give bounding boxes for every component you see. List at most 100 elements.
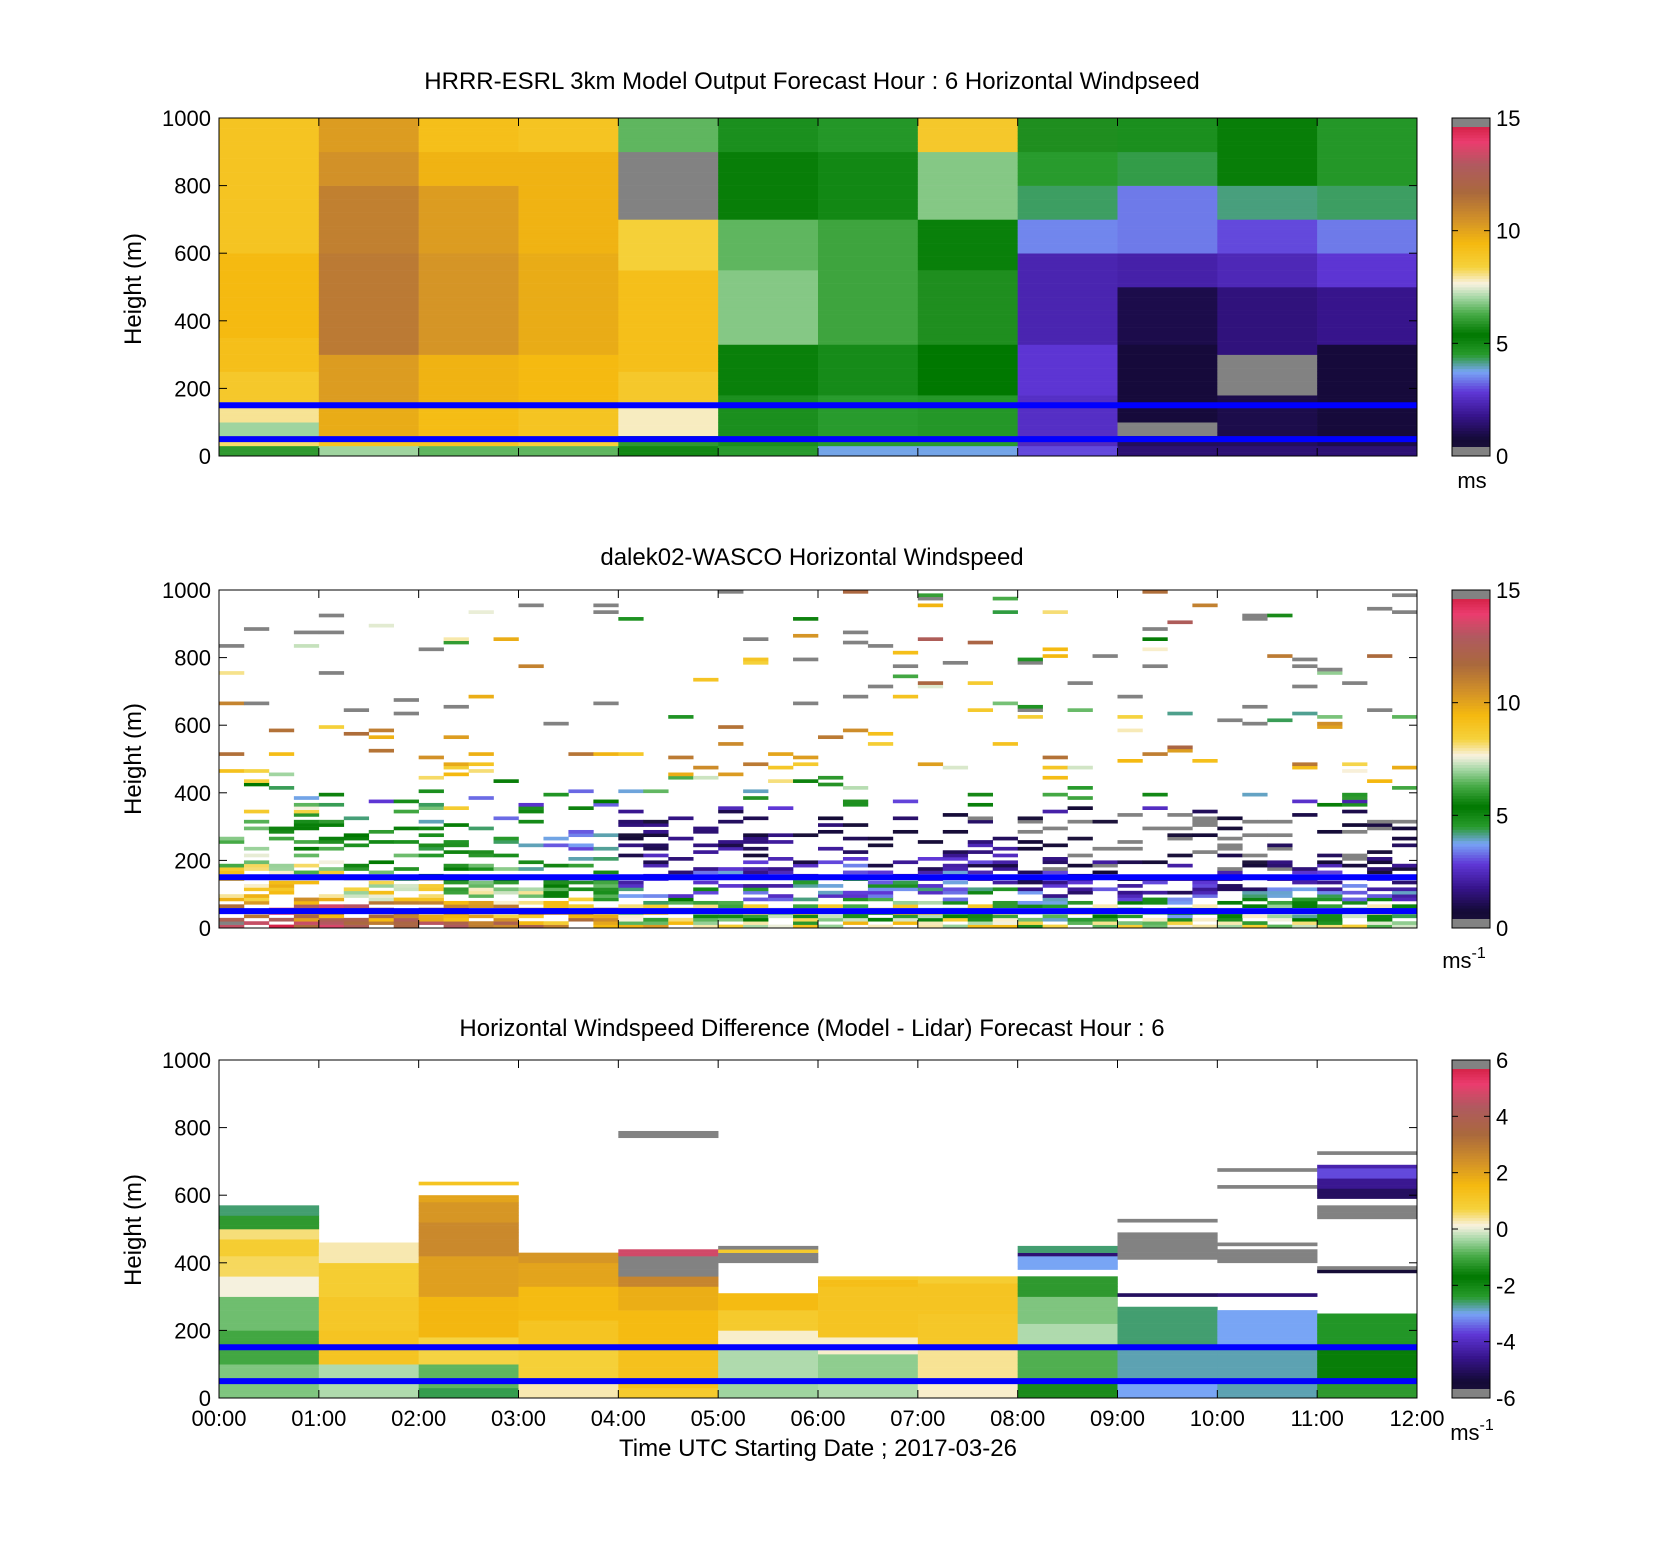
- colorbar-segment: [1452, 346, 1490, 350]
- heatmap-cell: [1317, 395, 1418, 399]
- heatmap-cell: [1092, 863, 1118, 868]
- heatmap-cell: [1067, 900, 1093, 905]
- heatmap-cell: [1017, 921, 1043, 925]
- heatmap-cell: [618, 324, 719, 328]
- heatmap-cell: [1267, 924, 1293, 929]
- heatmap-cell: [1317, 172, 1418, 176]
- heatmap-cell: [718, 432, 819, 437]
- heatmap-cell: [718, 256, 819, 261]
- heatmap-cell: [219, 381, 320, 386]
- heatmap-cell: [1217, 347, 1318, 352]
- heatmap-cell: [219, 303, 320, 308]
- heatmap-cell: [518, 151, 619, 156]
- heatmap-cell: [1017, 303, 1118, 308]
- colorbar-segment: [1452, 410, 1490, 415]
- heatmap-cell: [892, 904, 919, 909]
- heatmap-cell: [718, 155, 819, 159]
- heatmap-cell: [1367, 897, 1393, 902]
- heatmap-cell: [793, 617, 819, 621]
- heatmap-cell: [1117, 297, 1218, 301]
- heatmap-cell: [643, 924, 669, 929]
- heatmap-cell: [818, 914, 844, 919]
- heatmap-cell: [917, 293, 1018, 298]
- heatmap-cell: [219, 1208, 320, 1213]
- heatmap-cell: [1117, 178, 1218, 183]
- heatmap-cell: [1042, 765, 1068, 770]
- colorbar-segment: [1452, 1302, 1490, 1306]
- heatmap-cell: [1117, 1330, 1218, 1335]
- colorbar-over-cap: [1452, 590, 1490, 599]
- heatmap-cell: [293, 809, 320, 814]
- heatmap-cell: [318, 819, 345, 824]
- heatmap-cell: [1017, 1276, 1118, 1280]
- heatmap-cell: [942, 813, 969, 817]
- heatmap-cell: [418, 330, 519, 335]
- heatmap-cell: [818, 1320, 919, 1324]
- heatmap-cell: [917, 290, 1018, 295]
- heatmap-cell: [368, 880, 395, 885]
- heatmap-cell: [1067, 880, 1093, 885]
- heatmap-cell: [618, 395, 719, 399]
- heatmap-cell: [1017, 124, 1118, 129]
- heatmap-cell: [318, 1299, 419, 1304]
- heatmap-cell: [1017, 887, 1043, 892]
- heatmap-cell: [219, 239, 320, 244]
- heatmap-cell: [917, 1327, 1018, 1331]
- heatmap-cell: [917, 445, 1018, 450]
- heatmap-cell: [1017, 148, 1118, 153]
- colorbar-segment: [1452, 1265, 1490, 1269]
- colorbar-segment: [1452, 1110, 1490, 1114]
- colorbar-segment: [1452, 1352, 1490, 1357]
- heatmap-cell: [1117, 1320, 1218, 1324]
- heatmap-cell: [618, 209, 719, 213]
- heatmap-cell: [1267, 863, 1293, 868]
- heatmap-cell: [818, 148, 919, 153]
- heatmap-cell: [1217, 900, 1243, 905]
- heatmap-cell: [917, 684, 944, 689]
- heatmap-cell: [219, 256, 320, 261]
- heatmap-cell: [518, 219, 619, 224]
- heatmap-cell: [917, 175, 1018, 180]
- heatmap-cell: [1017, 121, 1118, 126]
- heatmap-cell: [1217, 1374, 1318, 1379]
- heatmap-cell: [418, 259, 519, 264]
- colorbar-segment: [1452, 651, 1490, 656]
- heatmap-cell: [518, 381, 619, 386]
- heatmap-cell: [1117, 317, 1218, 322]
- heatmap-cell: [219, 1293, 320, 1297]
- panel-lidar-title: dalek02-WASCO Horizontal Windspeed: [600, 544, 1023, 571]
- heatmap-cell: [518, 1350, 619, 1355]
- heatmap-cell: [917, 1313, 1018, 1318]
- heatmap-cell: [1242, 887, 1268, 892]
- heatmap-cell: [1217, 344, 1318, 349]
- heatmap-cell: [418, 1195, 519, 1199]
- colorbar-segment: [1452, 1175, 1490, 1179]
- heatmap-cell: [917, 596, 944, 601]
- heatmap-cell: [243, 863, 270, 868]
- heatmap-cell: [1292, 870, 1318, 875]
- heatmap-cell: [618, 175, 719, 180]
- heatmap-cell: [1317, 226, 1418, 230]
- heatmap-cell: [718, 590, 744, 594]
- heatmap-cell: [418, 1293, 519, 1297]
- heatmap-cell: [1067, 765, 1093, 770]
- heatmap-cell: [1117, 266, 1218, 271]
- colorbar-segment: [1452, 1116, 1490, 1120]
- heatmap-cell: [942, 890, 969, 895]
- heatmap-cell: [318, 1259, 419, 1264]
- heatmap-cell: [418, 884, 444, 888]
- heatmap-cell: [1017, 232, 1118, 237]
- heatmap-cell: [1217, 303, 1318, 308]
- heatmap-cell: [1342, 796, 1368, 800]
- heatmap-cell: [1392, 894, 1418, 898]
- colorbar-segment: [1452, 849, 1490, 853]
- heatmap-cell: [1117, 1367, 1218, 1372]
- heatmap-cell: [468, 826, 494, 831]
- heatmap-cell: [1317, 1370, 1418, 1375]
- colorbar-segment: [1452, 913, 1490, 918]
- heatmap-cell: [1117, 900, 1143, 905]
- heatmap-cell: [1317, 667, 1343, 672]
- heatmap-cell: [1067, 921, 1093, 925]
- heatmap-cell: [318, 870, 345, 875]
- heatmap-cell: [1317, 1364, 1418, 1368]
